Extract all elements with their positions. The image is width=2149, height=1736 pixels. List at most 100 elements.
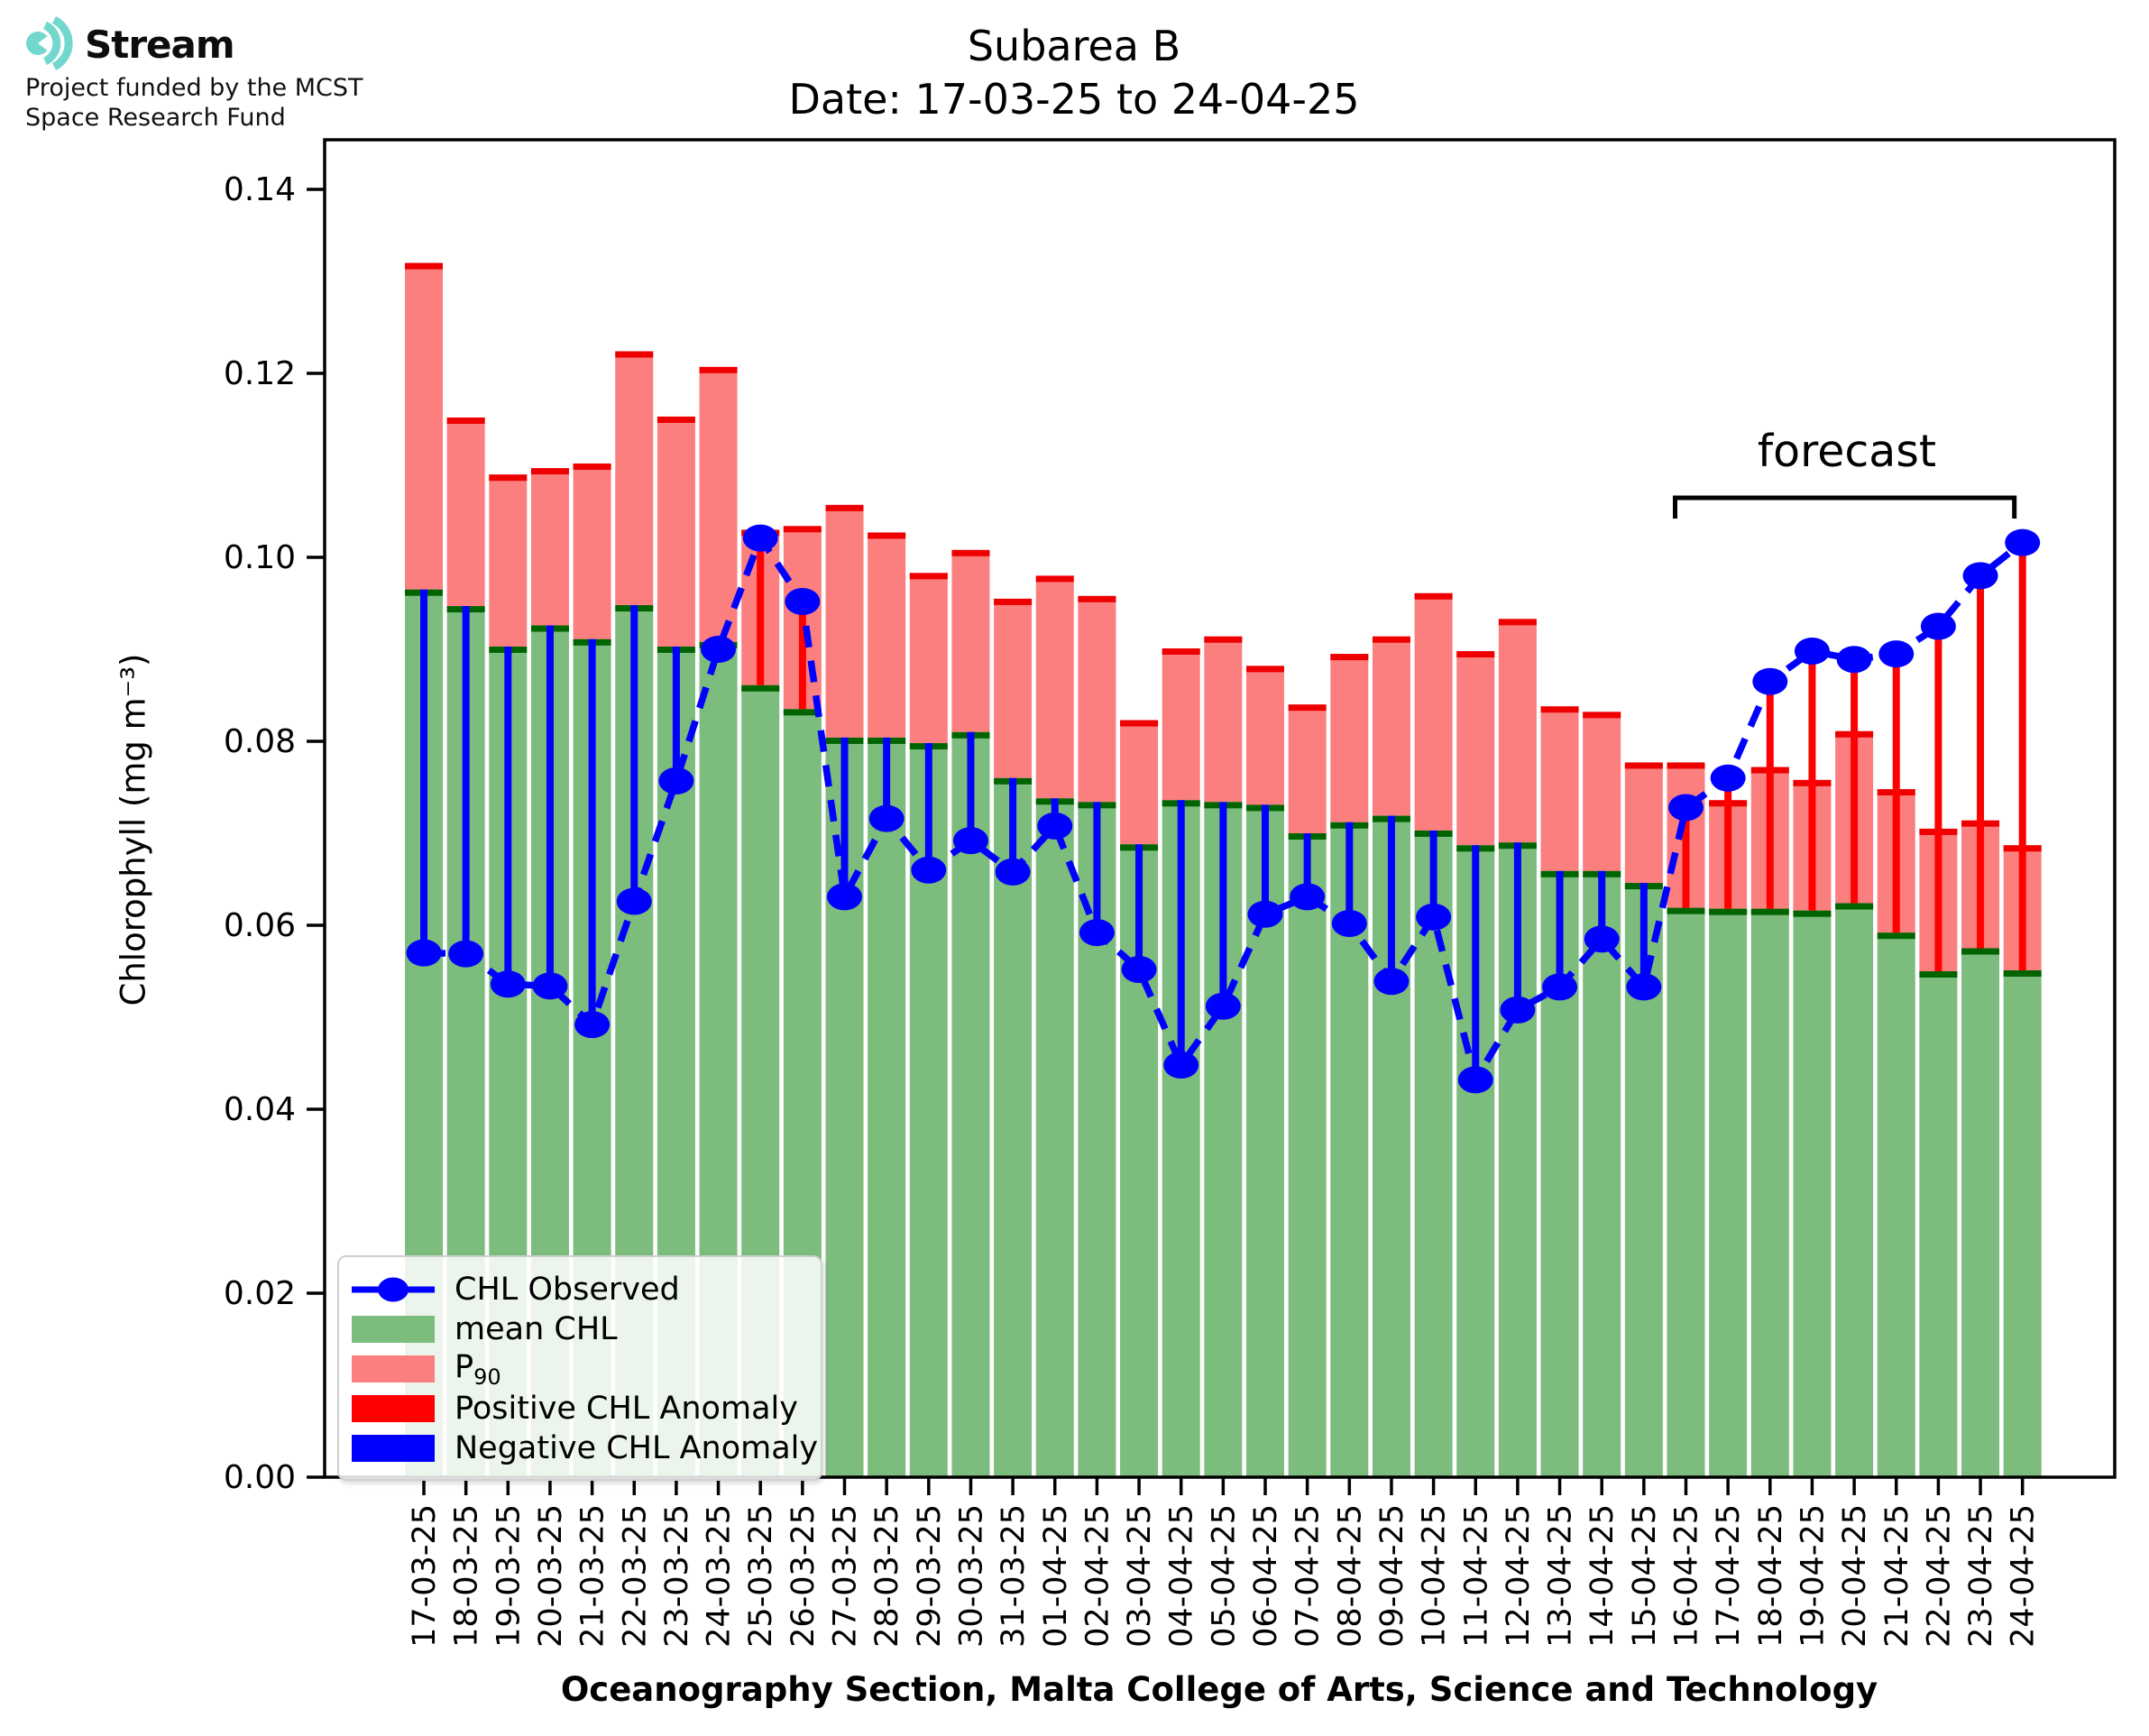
p90-cap	[615, 351, 654, 358]
observed-marker	[1542, 973, 1578, 1001]
p90-bar	[1414, 592, 1453, 831]
p90-bar	[405, 262, 443, 590]
observed-line	[423, 530, 2025, 1088]
x-tick-label: 07-04-25	[1290, 1504, 1327, 1648]
p90-cap	[405, 262, 443, 270]
x-tick-label: 24-03-25	[702, 1504, 738, 1648]
observed-marker	[1121, 955, 1157, 983]
observed-marker	[1794, 638, 1830, 666]
y-tick-label: 0.08	[224, 723, 296, 760]
mean-chl-bar	[1877, 932, 1915, 1477]
p90-cap	[951, 549, 990, 556]
p90-cap	[489, 474, 528, 482]
p90-bar	[1162, 648, 1200, 801]
p90-bar	[530, 468, 569, 626]
mean-chl-bar	[1583, 870, 1621, 1477]
x-tick-label: 15-04-25	[1627, 1504, 1663, 1648]
x-tick-label: 20-04-25	[1837, 1504, 1873, 1648]
p90-cap	[1204, 636, 1243, 643]
p90-bar	[1120, 720, 1159, 845]
p90-cap	[868, 532, 906, 539]
mean-chl-bar	[951, 731, 990, 1477]
mean-chl-bar	[1709, 908, 1748, 1477]
observed-marker	[406, 939, 442, 967]
p90-cap	[657, 416, 695, 423]
p90-bar	[1583, 712, 1621, 871]
y-axis-label: Chlorophyll (mg m⁻³)	[114, 653, 153, 1006]
mean-chl-bar	[1961, 948, 2000, 1477]
legend-item-p90: P90	[352, 1348, 804, 1390]
observed-marker	[532, 972, 568, 1000]
x-tick-label: 23-03-25	[659, 1504, 695, 1648]
forecast-bracket	[1673, 495, 2017, 519]
observed-marker	[911, 856, 947, 884]
p90-cap	[1078, 595, 1116, 602]
stream-logo: Stream Project funded by the MCST Space …	[25, 15, 363, 133]
observed-marker	[1416, 903, 1452, 931]
x-tick-label: 22-03-25	[617, 1504, 653, 1648]
p90-cap	[1667, 762, 1705, 769]
legend: CHL Observed mean CHL P90 Positive CHL A…	[337, 1255, 822, 1481]
p90-bar	[1288, 704, 1327, 833]
observed-marker	[1626, 973, 1662, 1001]
x-tick-label: 19-03-25	[491, 1504, 527, 1648]
p90-cap	[783, 526, 822, 533]
mean-chl-bar	[1414, 830, 1453, 1477]
mean-chl-cap	[1835, 903, 1874, 910]
x-tick-label: 09-04-25	[1374, 1504, 1410, 1648]
x-tick-label: 10-04-25	[1417, 1504, 1453, 1648]
legend-label-p90: P90	[455, 1348, 501, 1390]
p90-bar	[1372, 636, 1410, 816]
x-tick-label: 17-04-25	[1711, 1504, 1747, 1648]
mean-chl-cap	[1667, 907, 1705, 914]
mean-chl-cap	[1793, 910, 1832, 917]
p90-bar	[657, 416, 695, 647]
observed-marker	[701, 636, 737, 663]
y-tick-label: 0.10	[224, 539, 296, 576]
p90-cap	[909, 573, 948, 580]
mean-chl-bar	[994, 777, 1033, 1477]
mean-chl-cap	[2003, 969, 2042, 977]
brand-name: Stream	[85, 22, 235, 67]
p90-cap	[1372, 636, 1410, 643]
x-tick-label: 25-03-25	[743, 1504, 779, 1648]
p90-cap	[699, 366, 738, 373]
p90-bar	[1540, 706, 1579, 871]
x-tick-label: 26-03-25	[785, 1504, 822, 1648]
p90-bar	[1456, 651, 1495, 846]
p90-bar	[1078, 595, 1116, 803]
p90-bar	[1330, 654, 1369, 822]
observed-marker	[1373, 968, 1410, 996]
legend-item-observed: CHL Observed	[352, 1270, 804, 1309]
x-tick-label: 20-03-25	[533, 1504, 569, 1648]
mean-chl-bar	[868, 737, 906, 1477]
y-tick-label: 0.12	[224, 355, 296, 392]
x-tick-label: 16-04-25	[1669, 1504, 1705, 1648]
ripple-waves-icon	[25, 15, 83, 72]
chart-title-line1: Subarea B	[967, 22, 1181, 70]
p90-bar	[825, 504, 864, 738]
p90-cap	[1246, 666, 1284, 673]
x-tick-label: 29-03-25	[912, 1504, 948, 1648]
chart-title: Subarea B Date: 17-03-25 to 24-04-25	[788, 20, 1359, 126]
p90-cap	[1414, 592, 1453, 600]
legend-label-mean: mean CHL	[455, 1311, 618, 1347]
p90-cap	[446, 417, 485, 424]
p90-bar	[994, 598, 1033, 778]
x-tick-label: 06-04-25	[1248, 1504, 1284, 1648]
x-tick-label: 30-03-25	[953, 1504, 989, 1648]
p90-cap	[1162, 648, 1200, 655]
x-tick-label: 27-03-25	[828, 1504, 864, 1648]
p90-bar	[909, 573, 948, 744]
observed-marker	[1331, 909, 1367, 937]
mean-chl-bar	[2003, 969, 2042, 1477]
observed-marker	[1037, 812, 1073, 840]
mean-chl-cap	[1709, 908, 1748, 915]
observed-marker	[868, 804, 905, 832]
p90-cap	[1456, 651, 1495, 658]
p90-cap	[1120, 720, 1159, 727]
logo-subtitle-line1: Project funded by the MCST	[25, 74, 363, 102]
x-tick-label: 11-04-25	[1458, 1504, 1494, 1648]
